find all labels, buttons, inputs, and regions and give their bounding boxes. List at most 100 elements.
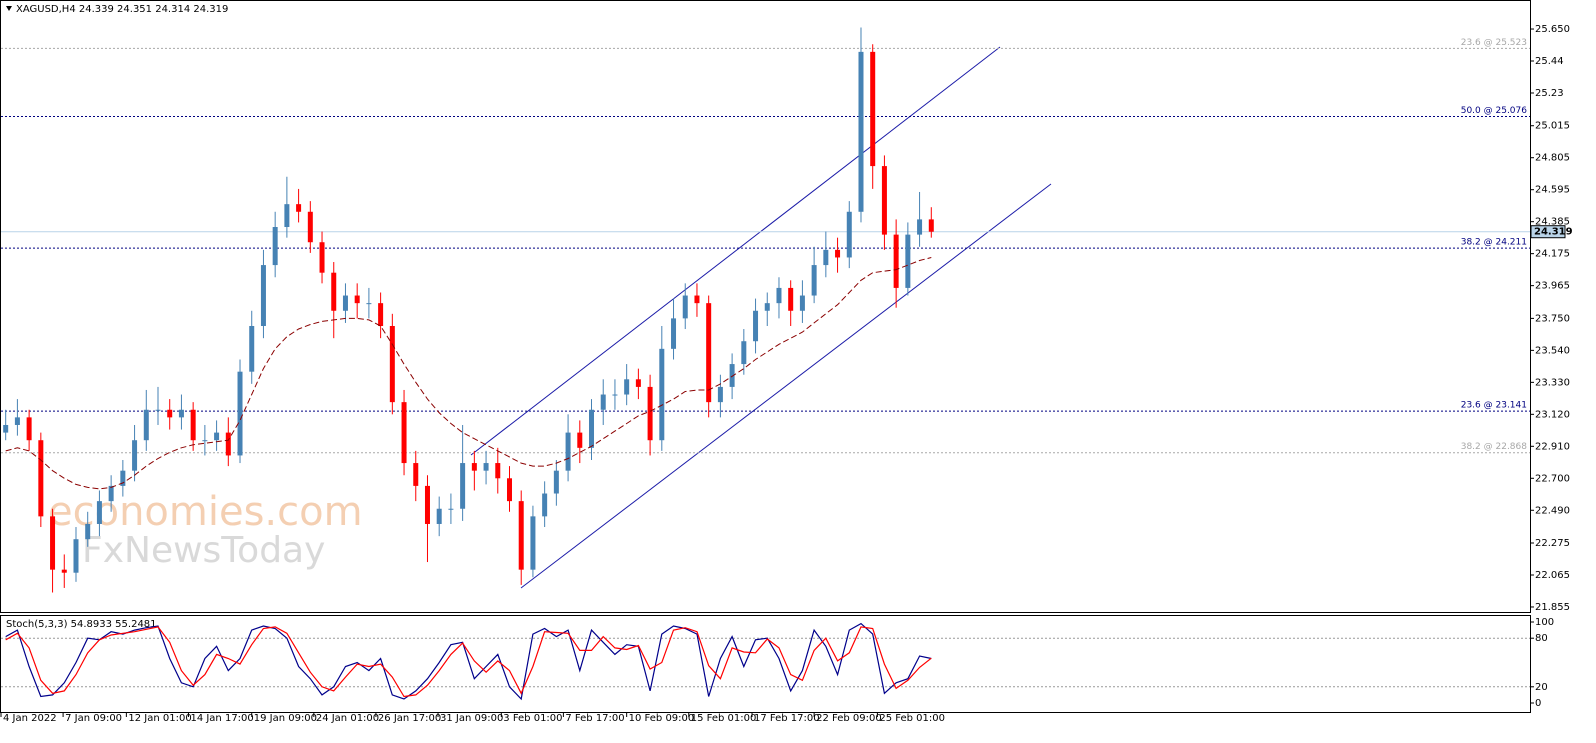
fib-label: 50.0 @ 25.076 [1461, 106, 1528, 116]
candle-body [788, 287, 794, 311]
y-tick-label: 25.650 [1535, 24, 1570, 35]
main-panel-frame [0, 0, 1531, 613]
candle-body [366, 303, 372, 305]
candle-body [225, 432, 231, 456]
y-tick-label: 22.490 [1535, 505, 1570, 516]
candle-body [565, 432, 571, 471]
candle-body [3, 424, 9, 433]
candle-body [518, 501, 524, 570]
candle-body [50, 516, 56, 570]
y-tick-label: 25.23 [1535, 88, 1564, 99]
y-tick-label: 24.595 [1535, 185, 1570, 196]
candle-body [811, 265, 817, 296]
last-price-label: 24.319 [1534, 227, 1573, 238]
candle-body [331, 272, 337, 311]
candle-body [38, 440, 44, 517]
y-tick-label: 23.750 [1535, 313, 1570, 324]
candle-body [600, 394, 606, 410]
watermark: FxNewsToday [82, 530, 325, 571]
candle-body [506, 478, 512, 502]
stoch-y-tick-label: 100 [1535, 617, 1554, 628]
candle-body [143, 409, 149, 441]
candle-body [846, 211, 852, 258]
y-tick-label: 24.385 [1535, 217, 1570, 228]
fib-label: 23.6 @ 25.523 [1461, 38, 1527, 48]
candle-body [354, 295, 360, 304]
candle-body [612, 394, 618, 396]
candle-body [917, 219, 923, 235]
moving-average [5, 257, 932, 490]
candle-body [307, 211, 313, 243]
candle-body [424, 485, 430, 524]
candle-body [717, 386, 723, 403]
x-tick-label: 15 Feb 01:00 [691, 713, 757, 724]
stoch-y-tick-label: 0 [1535, 698, 1541, 709]
x-tick-label: 31 Jan 09:00 [440, 713, 503, 724]
x-tick-label: 3 Feb 01:00 [503, 713, 562, 724]
candle-body [436, 508, 442, 524]
channel-upper [470, 46, 1001, 456]
candle-body [202, 440, 208, 442]
candle-body [190, 409, 196, 441]
candle-body [706, 303, 712, 403]
candle-body [108, 485, 114, 502]
candle-body [132, 440, 138, 471]
candle-body [647, 386, 653, 441]
candle-body [694, 295, 700, 304]
candle-body [589, 409, 595, 448]
candle-body [178, 409, 184, 418]
y-tick-label: 23.330 [1535, 377, 1570, 388]
candle-body [729, 364, 735, 387]
fib-label: 38.2 @ 22.868 [1461, 442, 1528, 452]
x-tick-label: 25 Feb 01:00 [879, 713, 945, 724]
candle-body [893, 234, 899, 288]
candle-body [553, 470, 559, 494]
header-marker [6, 6, 12, 11]
candle-body [835, 249, 841, 258]
candle-body [928, 219, 934, 232]
chart-title: XAGUSD,H4 24.339 24.351 24.314 24.319 [16, 4, 228, 15]
candle-body [753, 310, 759, 342]
last-price-box [1530, 225, 1566, 239]
candle-body [120, 470, 126, 486]
candle-body [471, 463, 477, 471]
watermark: economies.com [48, 489, 363, 535]
candle-body [73, 539, 79, 573]
candle-body [764, 303, 770, 311]
y-tick-label: 24.175 [1535, 249, 1570, 260]
x-tick-label: 12 Jan 01:00 [128, 713, 191, 724]
candle-body [96, 501, 102, 524]
candle-body [214, 432, 220, 441]
candle-body [905, 234, 911, 288]
candle-body [671, 318, 677, 349]
y-tick-label: 21.855 [1535, 602, 1570, 613]
candle-body [741, 341, 747, 365]
candle-body [237, 371, 243, 456]
stoch-y-tick-label: 80 [1535, 633, 1548, 644]
candle-body [413, 463, 419, 486]
candle-body [858, 51, 864, 212]
candle-body [460, 463, 466, 509]
stoch-line [5, 622, 932, 701]
y-tick-label: 22.065 [1535, 570, 1570, 581]
x-tick-label: 19 Jan 09:00 [254, 713, 317, 724]
y-tick-label: 23.120 [1535, 409, 1570, 420]
candle-body [378, 303, 384, 326]
x-tick-label: 4 Jan 2022 [3, 713, 57, 724]
channel-lower [520, 183, 1052, 589]
stoch-y-tick-label: 20 [1535, 682, 1548, 693]
candle-body [881, 166, 887, 235]
candle-body [61, 569, 67, 573]
candle-body [272, 227, 278, 266]
x-tick-label: 22 Feb 09:00 [816, 713, 882, 724]
stoch-panel-frame [0, 615, 1531, 713]
candle-body [14, 417, 20, 425]
y-tick-label: 22.700 [1535, 473, 1570, 484]
fib-label: 23.6 @ 23.141 [1461, 401, 1527, 411]
y-tick-label: 22.275 [1535, 538, 1570, 549]
candle-body [635, 379, 641, 387]
x-tick-label: 10 Feb 09:00 [629, 713, 695, 724]
candle-body [682, 295, 688, 319]
candle-body [85, 523, 91, 540]
